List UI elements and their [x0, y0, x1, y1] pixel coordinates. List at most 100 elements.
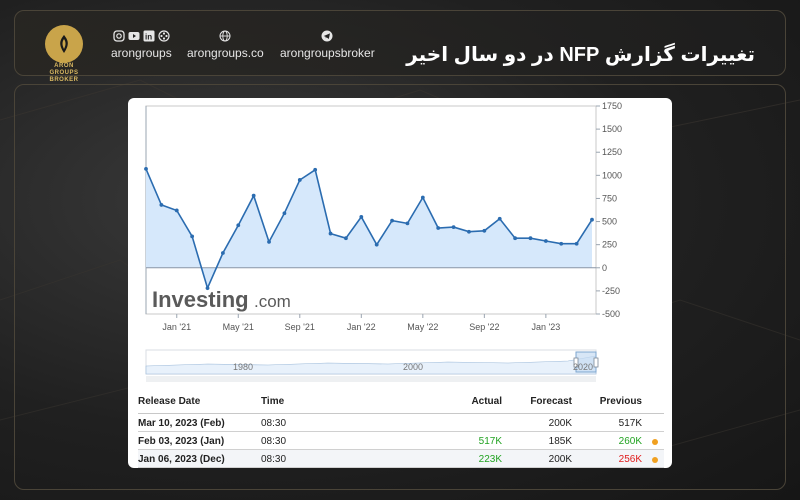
data-point[interactable] — [205, 286, 210, 291]
y-tick-label: 1750 — [602, 101, 622, 111]
release-table: Release Date Time Actual Forecast Previo… — [138, 394, 664, 468]
data-point[interactable] — [420, 195, 425, 200]
row-actual: 517K — [478, 436, 502, 447]
data-point[interactable] — [405, 221, 410, 226]
main-frame — [14, 84, 786, 490]
data-point[interactable] — [144, 166, 148, 171]
linkedin-icon[interactable]: in — [143, 30, 155, 42]
data-point[interactable] — [390, 218, 394, 223]
row-actual: 223K — [478, 454, 502, 465]
data-point[interactable] — [251, 193, 256, 198]
logo-text: ARON GROUPS BROKER — [37, 63, 91, 84]
data-point[interactable] — [482, 228, 487, 233]
data-point[interactable] — [267, 239, 271, 244]
data-point[interactable] — [344, 236, 348, 241]
navigator-tick-label: 1980 — [233, 362, 253, 372]
series-area — [146, 168, 592, 289]
data-point[interactable] — [359, 215, 364, 219]
x-tick-label: Sep '22 — [469, 322, 499, 332]
row-forecast: 185K — [548, 436, 572, 447]
youtube-icon[interactable] — [128, 30, 140, 42]
telegram-icon[interactable] — [321, 30, 333, 42]
row-previous: 517K — [618, 418, 642, 429]
aron-groups-logo — [45, 25, 83, 63]
data-point[interactable] — [451, 225, 456, 230]
navigator-right-handle[interactable] — [593, 357, 599, 368]
row-forecast: 200K — [548, 454, 572, 465]
globe-icon[interactable] — [219, 30, 231, 42]
table-header-row: Release Date Time Actual Forecast Previo… — [138, 394, 664, 414]
navigator-scrollbar[interactable] — [146, 376, 596, 382]
nfp-chart: 1750 1500 1250 1000 750 500 250 0 -250 -500 Jan '… — [144, 101, 622, 382]
plot-frame — [145, 105, 597, 315]
y-tick-label: -500 — [602, 309, 620, 319]
data-point[interactable] — [574, 241, 579, 246]
instagram-icon[interactable] — [113, 30, 125, 42]
header-actual[interactable]: Actual — [471, 396, 502, 407]
social-group-arongroups: in arongroups — [111, 29, 172, 60]
header-time[interactable]: Time — [261, 396, 285, 407]
aparat-icon[interactable] — [158, 30, 170, 42]
social-group-telegram: arongroupsbroker — [280, 29, 375, 60]
x-tick-label: May '22 — [407, 322, 438, 332]
row-forecast: 200K — [548, 418, 572, 429]
row-release-date: Jan 06, 2023 (Dec) — [138, 454, 225, 465]
data-point[interactable] — [559, 241, 564, 246]
data-point[interactable] — [236, 223, 241, 228]
data-point[interactable] — [282, 211, 287, 216]
x-tick-label: May '21 — [223, 322, 254, 332]
data-point[interactable] — [297, 178, 302, 182]
row-release-date: Mar 10, 2023 (Feb) — [138, 418, 225, 429]
y-tick-label: -250 — [602, 286, 620, 296]
data-point[interactable] — [528, 236, 533, 241]
logo-emblem-icon — [60, 35, 68, 53]
data-point[interactable] — [497, 216, 502, 221]
header-forecast[interactable]: Forecast — [530, 396, 572, 407]
header-bar: ARON GROUPS BROKER in arongroups arongro… — [14, 10, 786, 83]
data-point[interactable] — [220, 251, 225, 255]
header-previous[interactable]: Previous — [599, 396, 642, 407]
table-row: Mar 10, 2023 (Feb) 08:30 200K 517K — [138, 414, 664, 432]
data-point[interactable] — [313, 167, 318, 172]
navigator-tick-label: 2000 — [403, 362, 423, 372]
data-point[interactable] — [590, 217, 594, 222]
page-title: تغییرات گزارش NFP در دو سال اخیر — [406, 44, 755, 66]
logo-text-line2: GROUPS — [49, 70, 79, 76]
y-tick-label: 1500 — [602, 124, 622, 134]
data-point[interactable] — [174, 208, 179, 213]
y-tick-label: 1000 — [602, 170, 622, 180]
data-point[interactable] — [190, 234, 195, 239]
x-tick-label: Jan '21 — [162, 322, 191, 332]
y-tick-label: 0 — [602, 263, 607, 273]
social-label-telegram[interactable]: arongroupsbroker — [280, 46, 375, 60]
row-previous: 260K — [618, 436, 642, 447]
y-tick-label: 250 — [602, 240, 617, 250]
revision-marker-icon[interactable] — [652, 457, 658, 463]
data-point[interactable] — [159, 203, 164, 207]
data-point[interactable] — [436, 226, 441, 230]
x-tick-label: Sep '21 — [285, 322, 315, 332]
svg-text:in: in — [145, 33, 152, 42]
table-row: Jan 06, 2023 (Dec) 08:30 223K 200K 256K — [138, 450, 664, 468]
y-tick-label: 500 — [602, 217, 617, 227]
data-point[interactable] — [543, 239, 548, 243]
revision-marker-icon[interactable] — [652, 439, 658, 445]
header-release-date[interactable]: Release Date — [138, 396, 201, 407]
navigator-tick-label: 2020 — [573, 362, 593, 372]
series-line — [145, 168, 593, 291]
social-label-website[interactable]: arongroups.co — [187, 46, 264, 60]
data-point[interactable] — [374, 242, 379, 247]
logo-text-line3: BROKER — [49, 77, 79, 83]
data-point[interactable] — [513, 236, 518, 241]
chart-card: 1750 1500 1250 1000 750 500 250 0 -250 -500 Jan '… — [128, 98, 672, 468]
social-label-arongroups[interactable]: arongroups — [111, 46, 172, 60]
x-tick-label: Jan '22 — [347, 322, 376, 332]
y-tick-label: 1250 — [602, 147, 622, 157]
watermark-suffix: .com — [254, 292, 291, 311]
navigator-series — [145, 355, 597, 375]
row-release-date: Feb 03, 2023 (Jan) — [138, 436, 225, 447]
navigator-left-handle[interactable] — [573, 357, 579, 368]
data-point[interactable] — [467, 229, 471, 234]
data-point[interactable] — [328, 231, 333, 236]
row-previous: 256K — [618, 454, 642, 465]
